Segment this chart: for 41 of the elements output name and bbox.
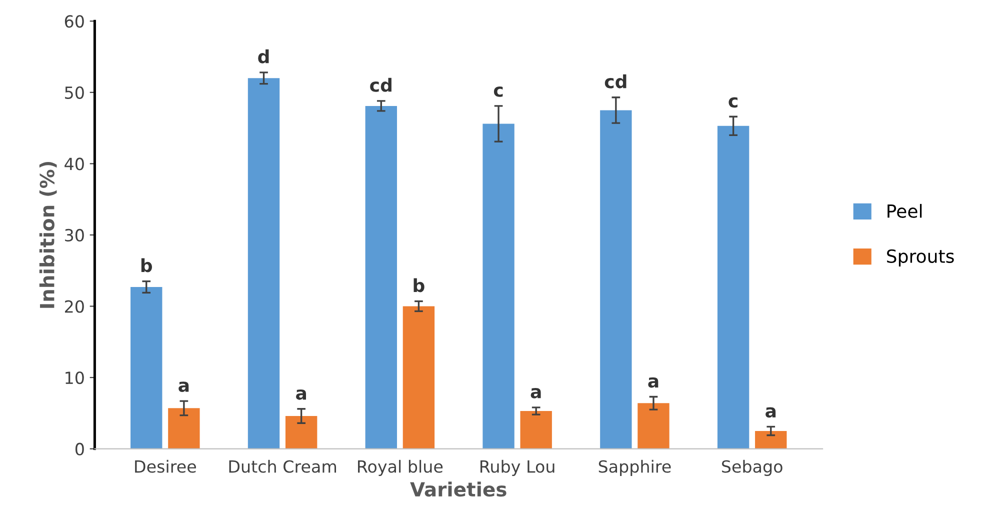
bar <box>520 411 552 449</box>
bar <box>717 126 750 449</box>
bar <box>248 78 280 449</box>
x-tick-label: Dutch Cream <box>229 460 336 473</box>
y-tick-label: 40 <box>64 158 84 170</box>
annotation: cd <box>370 78 392 92</box>
annotation: b <box>141 258 152 272</box>
bar <box>130 286 162 449</box>
y-tick-label: 30 <box>65 228 84 242</box>
annotation: a <box>178 382 189 392</box>
bar <box>482 124 514 449</box>
y-axis-title: Inhibition (%) <box>39 162 57 308</box>
y-tick-label: 0 <box>75 442 84 456</box>
x-tick-label: Sapphire <box>598 460 671 476</box>
bar <box>402 306 435 449</box>
y-tick-label: 60 <box>64 15 84 28</box>
annotation: c <box>494 86 503 97</box>
annotation: d <box>258 49 269 64</box>
annotation: b <box>414 278 424 292</box>
annotation: c <box>728 97 738 108</box>
bar <box>600 110 632 449</box>
x-tick-label: Royal blue <box>358 460 443 476</box>
x-tick-label: Desiree <box>135 460 196 473</box>
legend-label: Sprouts <box>887 249 954 267</box>
y-tick-label: 50 <box>65 86 84 99</box>
annotation: cd <box>604 74 626 88</box>
annotation: a <box>648 377 658 388</box>
bar <box>285 416 318 449</box>
y-tick-label: 10 <box>66 371 84 384</box>
bar <box>638 403 670 449</box>
legend-label: Peel <box>888 204 922 218</box>
x-tick-label: Ruby Lou <box>480 460 554 476</box>
annotation: a <box>530 388 541 398</box>
annotation: a <box>296 389 306 400</box>
bar <box>755 430 787 449</box>
annotation: a <box>766 407 776 418</box>
x-axis-title: Varieties <box>410 482 506 497</box>
x-tick-label: Sebago <box>722 460 782 476</box>
bar <box>365 106 397 449</box>
y-tick-label: 20 <box>65 300 84 313</box>
bar <box>168 408 200 449</box>
